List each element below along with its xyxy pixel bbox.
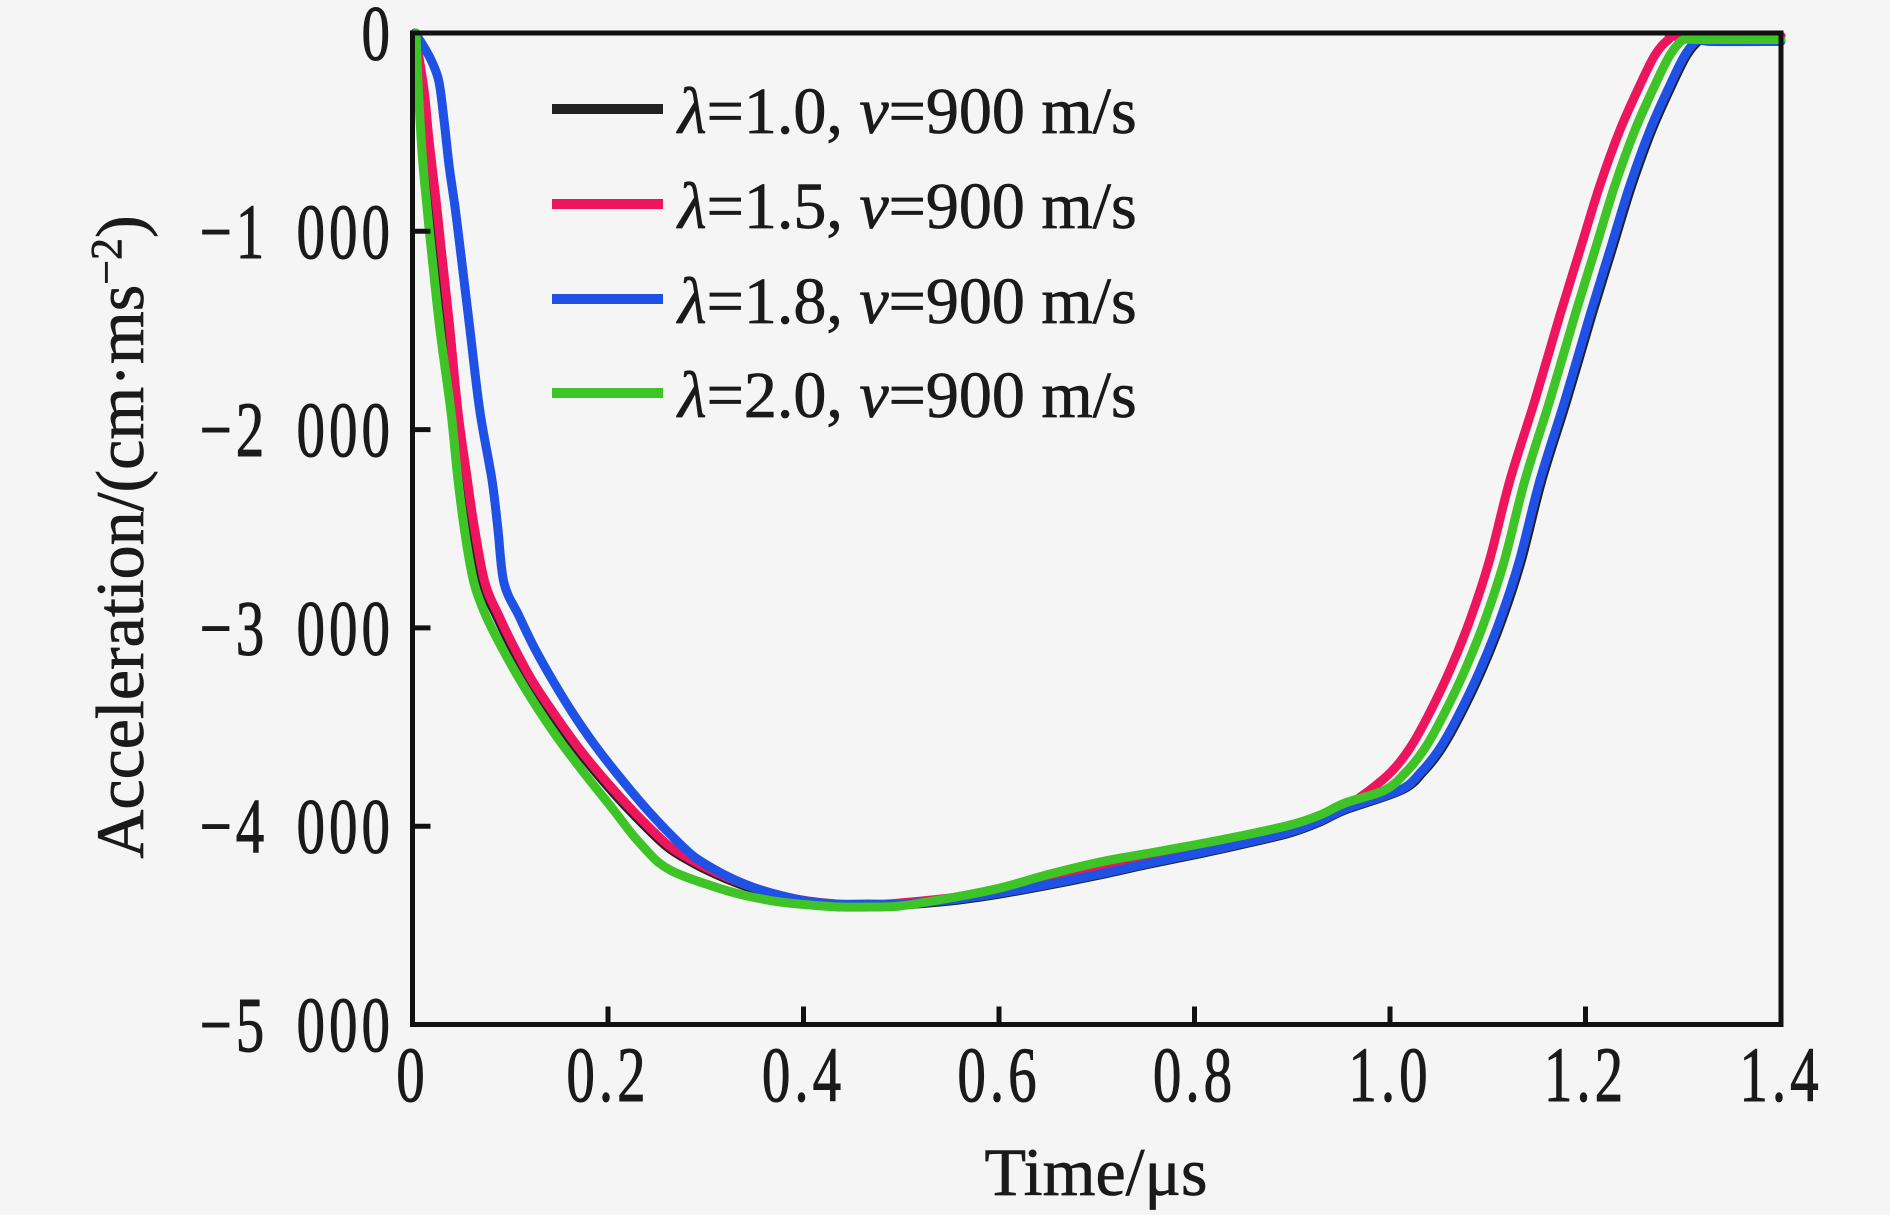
svg-text:0: 0 (396, 1031, 429, 1118)
svg-text:0: 0 (361, 0, 394, 77)
svg-text:λ=1.8, v=900 m/s: λ=1.8, v=900 m/s (676, 265, 1137, 338)
svg-text:Time/μs: Time/μs (985, 1134, 1208, 1210)
svg-text:−1 000: −1 000 (200, 188, 394, 275)
svg-text:−2 000: −2 000 (200, 386, 394, 473)
svg-text:Acceleration/(cm·ms−2): Acceleration/(cm·ms−2) (82, 215, 158, 858)
svg-text:−4 000: −4 000 (200, 783, 394, 870)
svg-text:λ=2.0, v=900 m/s: λ=2.0, v=900 m/s (676, 359, 1137, 432)
svg-text:0.6: 0.6 (957, 1031, 1040, 1118)
svg-text:0.4: 0.4 (762, 1031, 845, 1118)
svg-text:1.2: 1.2 (1544, 1031, 1627, 1118)
svg-text:−3 000: −3 000 (200, 585, 394, 672)
svg-text:λ=1.0, v=900 m/s: λ=1.0, v=900 m/s (676, 75, 1137, 148)
svg-text:1.0: 1.0 (1348, 1031, 1431, 1118)
svg-text:−5 000: −5 000 (200, 981, 394, 1068)
svg-text:0.2: 0.2 (566, 1031, 649, 1118)
svg-text:0.8: 0.8 (1153, 1031, 1236, 1118)
svg-text:λ=1.5, v=900 m/s: λ=1.5, v=900 m/s (676, 170, 1137, 243)
svg-text:1.4: 1.4 (1739, 1031, 1822, 1118)
